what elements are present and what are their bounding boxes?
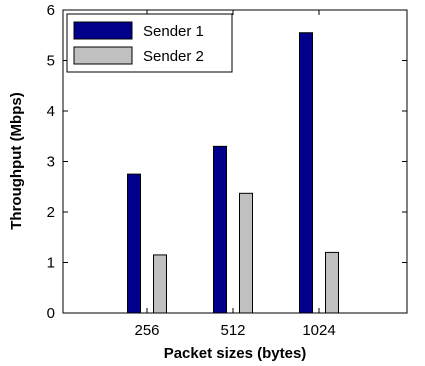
y-tick-label: 4 — [47, 103, 55, 120]
bar-sender-1-1024 — [299, 32, 313, 314]
legend-swatch — [73, 21, 133, 40]
legend-swatch — [73, 46, 133, 65]
y-tick-label: 0 — [47, 305, 55, 322]
bar-sender-2-512 — [239, 192, 253, 314]
bar-sender-1-512 — [213, 145, 227, 314]
x-tick-label: 512 — [220, 322, 245, 339]
bar-sender-1-256 — [127, 173, 141, 314]
x-axis: 256 512 1024 — [134, 10, 336, 339]
legend: Sender 1 Sender 2 — [66, 13, 233, 73]
bars-group — [127, 32, 339, 314]
x-tick-label: 1024 — [302, 322, 335, 339]
x-tick-label: 256 — [134, 322, 159, 339]
y-tick-label: 6 — [47, 2, 55, 19]
legend-label: Sender 1 — [143, 23, 204, 40]
legend-label: Sender 2 — [143, 48, 204, 65]
bar-sender-2-256 — [153, 254, 167, 314]
bar-sender-2-1024 — [325, 251, 339, 314]
x-axis-title: Packet sizes (bytes) — [164, 345, 307, 362]
y-axis-title: Throughput (Mbps) — [8, 92, 25, 229]
y-tick-label: 3 — [47, 154, 55, 171]
y-tick-label: 2 — [47, 204, 55, 221]
y-tick-label: 1 — [47, 255, 55, 272]
y-tick-label: 5 — [47, 53, 55, 70]
